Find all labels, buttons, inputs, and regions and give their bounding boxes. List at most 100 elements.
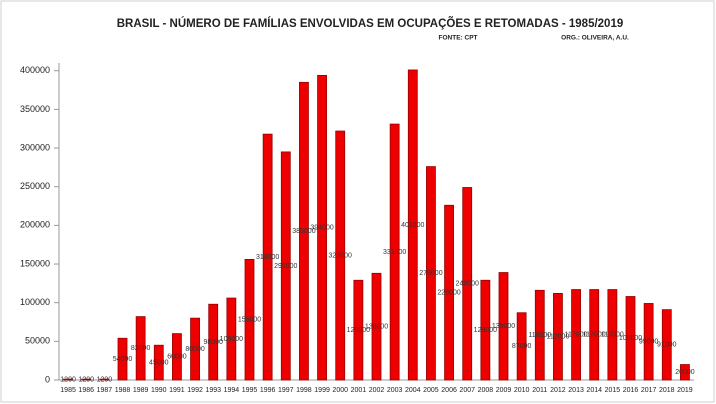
bar (571, 289, 581, 381)
x-tick-label: 2011 (532, 387, 547, 394)
x-tick-label: 1987 (97, 387, 113, 394)
bar (625, 296, 636, 381)
x-tick-label: 2004 (405, 387, 421, 394)
x-tick-label: 2003 (387, 387, 403, 394)
bar (661, 309, 672, 381)
bar (516, 312, 527, 381)
x-tick-label: 2006 (441, 387, 457, 394)
x-tick-label: 2014 (586, 387, 602, 394)
x-tick-label: 1997 (278, 387, 294, 394)
data-label: 117000 (565, 332, 588, 339)
data-label: 295000 (274, 263, 297, 270)
y-tick-label: 350000 (20, 104, 50, 114)
x-tick-label: 2010 (514, 387, 530, 394)
bar (299, 81, 309, 381)
data-label: 117000 (583, 332, 606, 339)
y-tick-label: 400000 (20, 65, 50, 75)
bar (462, 187, 473, 381)
data-label: 331000 (383, 249, 406, 256)
data-label: 91000 (657, 342, 677, 349)
data-label: 156000 (238, 317, 261, 324)
bar (244, 258, 255, 381)
bar (480, 279, 491, 381)
bar (444, 204, 454, 381)
bar (371, 272, 382, 381)
x-tick-label: 2017 (641, 387, 657, 394)
data-label: 226000 (437, 289, 460, 296)
bar (81, 378, 92, 381)
data-label: 385000 (292, 228, 315, 235)
y-tick-label: 50000 (25, 336, 50, 346)
bar (135, 316, 146, 381)
data-label: 322000 (329, 252, 352, 259)
x-tick-label: 1995 (242, 387, 258, 394)
bar (208, 303, 219, 381)
data-label: 20000 (675, 369, 695, 376)
bar (643, 303, 654, 381)
data-label: 249000 (456, 281, 479, 288)
data-label: 401000 (401, 222, 424, 229)
data-label: 60000 (167, 354, 187, 361)
data-label: 138000 (365, 323, 388, 330)
x-tick-label: 2009 (496, 387, 512, 394)
x-tick-label: 1992 (187, 387, 203, 394)
bar (190, 317, 200, 381)
bar (226, 297, 237, 381)
y-tick-label: 300000 (20, 142, 50, 152)
x-tick-label: 1986 (78, 387, 94, 394)
x-tick-label: 1998 (296, 387, 312, 394)
x-tick-label: 2012 (550, 387, 566, 394)
data-label: 129000 (347, 327, 370, 334)
bar (172, 333, 182, 381)
data-label: 116000 (528, 332, 551, 339)
bar (389, 123, 400, 381)
data-label: 82000 (131, 345, 151, 352)
bar (607, 289, 618, 381)
x-tick-label: 1988 (115, 387, 131, 394)
data-label: 318000 (256, 254, 279, 261)
bar (534, 289, 545, 381)
bar (353, 279, 364, 381)
data-label: 394000 (310, 225, 333, 232)
data-label: 112000 (547, 334, 570, 341)
data-label: 1200 (60, 376, 76, 383)
data-label: 276000 (419, 270, 442, 277)
x-tick-label: 2019 (677, 387, 693, 394)
bar (317, 74, 327, 381)
x-tick-label: 2013 (568, 387, 584, 394)
data-label: 45000 (149, 359, 169, 366)
data-label: 106000 (220, 336, 243, 343)
data-label: 117000 (601, 332, 624, 339)
data-label: 1200 (78, 376, 94, 383)
x-tick-label: 1996 (260, 387, 276, 394)
x-tick-label: 1990 (151, 387, 167, 394)
x-tick-label: 2008 (478, 387, 494, 394)
y-tick-label: 0 (45, 374, 50, 384)
x-tick-label: 1991 (169, 387, 185, 394)
data-label: 87000 (512, 343, 532, 350)
bar (426, 166, 436, 381)
bar (262, 133, 273, 381)
bar (153, 344, 164, 381)
x-tick-label: 2007 (459, 387, 475, 394)
bar (498, 272, 509, 381)
x-tick-label: 2018 (659, 387, 675, 394)
y-tick-label: 150000 (20, 258, 50, 268)
bar (99, 378, 110, 381)
x-tick-label: 1985 (60, 387, 76, 394)
bar (117, 337, 128, 381)
data-label: 129000 (474, 327, 497, 334)
y-tick-label: 250000 (20, 181, 50, 191)
bar (680, 364, 690, 381)
bar (589, 289, 600, 381)
x-tick-label: 2000 (332, 387, 348, 394)
source-note: FONTE: CPT (439, 35, 478, 42)
bar (63, 378, 73, 381)
author-note: ORG.: OLIVEIRA, A.U. (561, 35, 629, 42)
x-tick-label: 1993 (205, 387, 221, 394)
y-tick-label: 200000 (20, 220, 50, 230)
data-label: 108000 (619, 335, 642, 342)
x-tick-label: 2015 (605, 387, 621, 394)
x-tick-label: 1994 (224, 387, 240, 394)
